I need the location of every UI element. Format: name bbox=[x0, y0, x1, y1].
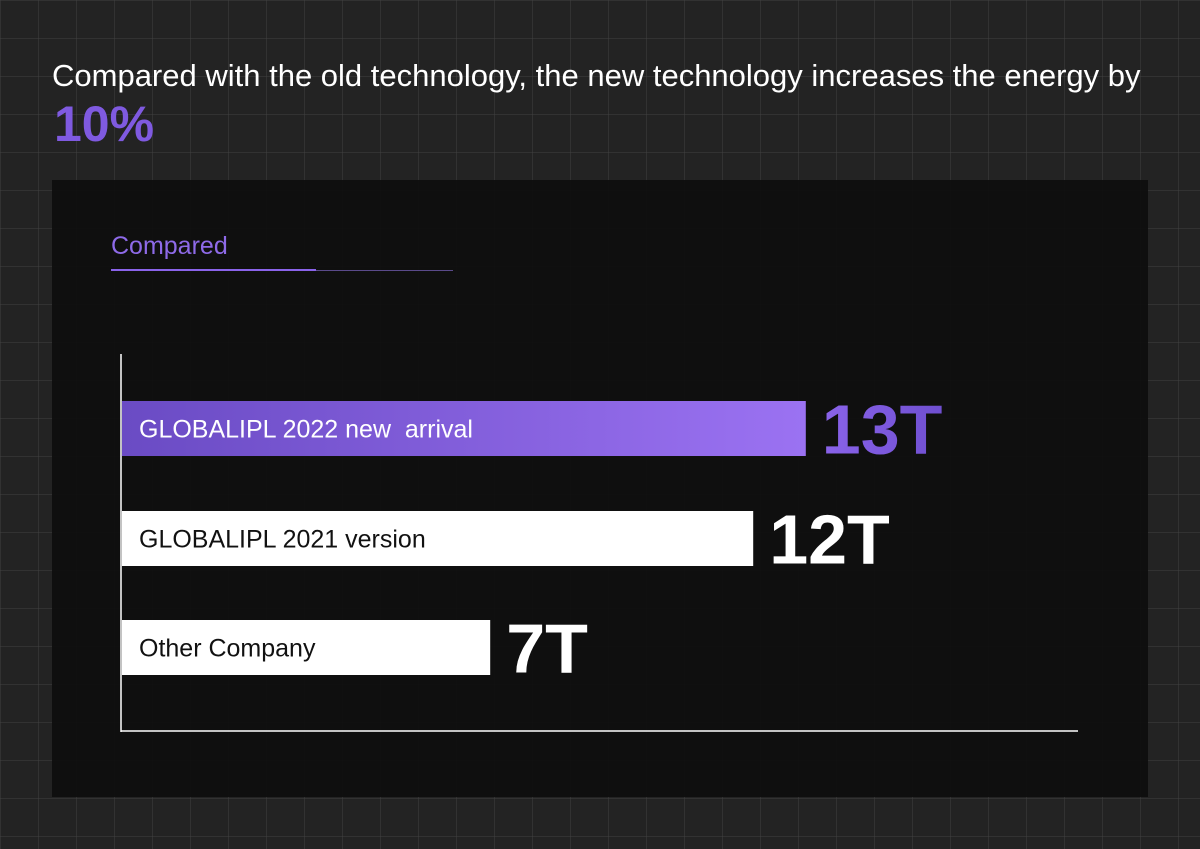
headline-text: Compared with the old technology, the ne… bbox=[52, 58, 1141, 93]
bar-3 bbox=[122, 620, 491, 675]
bar-1 bbox=[122, 401, 806, 456]
headline: Compared with the old technology, the ne… bbox=[52, 52, 1162, 151]
chart-panel: Compared GLOBALIPL 2022 new arrival 13T GL… bbox=[52, 180, 1148, 797]
bar-2 bbox=[122, 511, 754, 566]
bar-label-1: GLOBALIPL 2022 new arrival bbox=[139, 416, 473, 444]
bar-chart: GLOBALIPL 2022 new arrival 13T GLOBALIPL 2… bbox=[120, 354, 1078, 732]
section-label: Compared bbox=[111, 232, 228, 260]
bar-label-3: Other Company bbox=[139, 635, 316, 663]
bar-value-2: 12T bbox=[769, 501, 890, 579]
bar-value-3: 7T bbox=[506, 610, 588, 688]
bar-value-1: 13T bbox=[822, 391, 943, 469]
section-underline-accent bbox=[111, 269, 316, 271]
bar-label-2: GLOBALIPL 2021 version bbox=[139, 526, 426, 554]
headline-highlight: 10% bbox=[54, 96, 155, 152]
